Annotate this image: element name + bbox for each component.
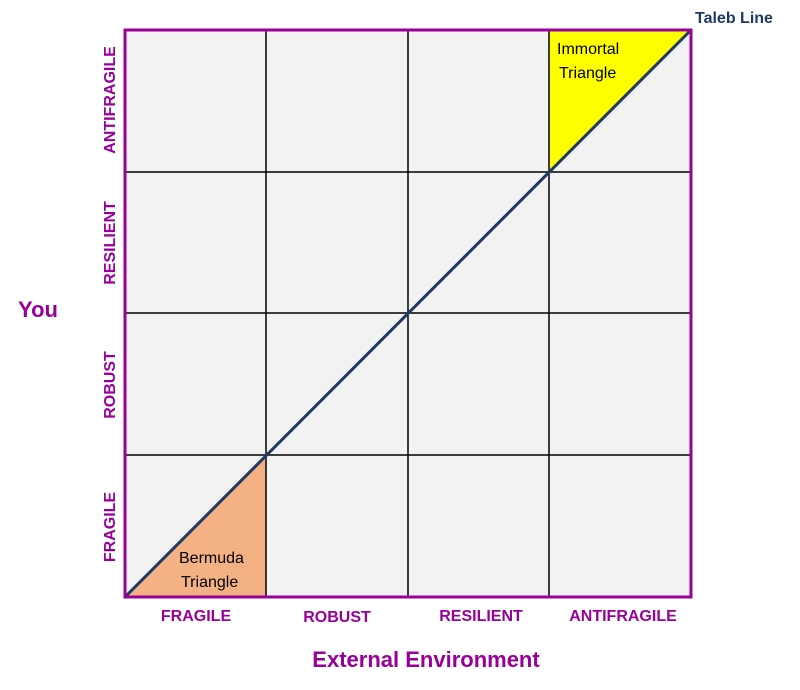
x-tick-label-fragile: FRAGILE xyxy=(161,608,232,625)
x-tick-label-resilient: RESILIENT xyxy=(439,608,523,625)
x-axis-title: External Environment xyxy=(312,647,540,672)
y-tick-label-antifragile: ANTIFRAGILE xyxy=(102,46,119,154)
bermuda-triangle-label-line2: Triangle xyxy=(181,574,238,591)
x-tick-label-robust: ROBUST xyxy=(303,609,371,626)
y-axis-title: You xyxy=(18,297,58,322)
immortal-triangle-label-line1: Immortal xyxy=(557,41,619,58)
y-tick-label-robust: ROBUST xyxy=(102,351,119,419)
bermuda-triangle-label-line1: Bermuda xyxy=(179,550,244,567)
immortal-triangle-label-line2: Triangle xyxy=(559,65,616,82)
plot-frame xyxy=(123,28,693,599)
x-tick-label-antifragile: ANTIFRAGILE xyxy=(569,608,677,625)
taleb-line-label: Taleb Line xyxy=(695,10,773,27)
y-tick-label-resilient: RESILIENT xyxy=(102,201,119,285)
taleb-line xyxy=(123,28,693,599)
y-tick-label-fragile: FRAGILE xyxy=(102,492,119,563)
